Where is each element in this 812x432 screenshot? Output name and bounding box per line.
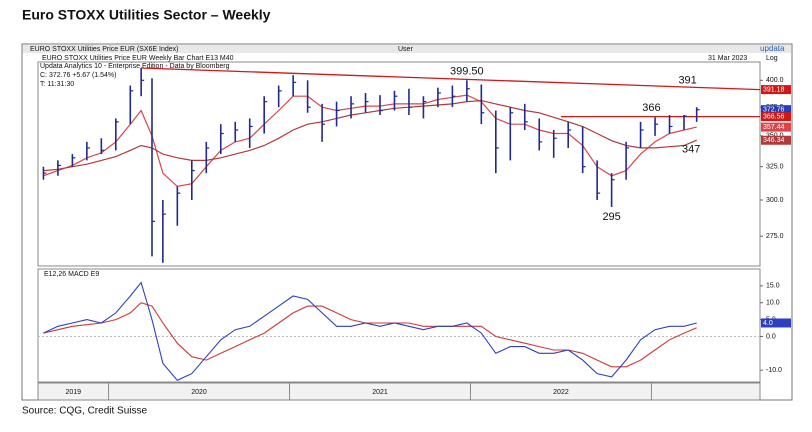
macd-end-label-label: 4.0 xyxy=(763,320,773,327)
annotation: 391 xyxy=(678,75,696,87)
chart-name: EURO STOXX Utilities Price EUR Weekly Ba… xyxy=(42,55,234,62)
y-tick-label: 0.0 xyxy=(766,333,776,340)
y-tick-label: -10.0 xyxy=(766,367,782,374)
y-tick-label: 400.0 xyxy=(766,77,784,84)
trendline xyxy=(141,67,761,91)
annotation: 399.50 xyxy=(450,66,484,78)
annotation: 366 xyxy=(642,102,660,114)
source: Source: CQG, Credit Suisse xyxy=(22,406,147,417)
annotation: 295 xyxy=(602,211,620,223)
x-tick-label: 2021 xyxy=(372,389,388,396)
index-name: EURO STOXX Utilities Price EUR (SX6E Ind… xyxy=(30,46,178,53)
macd-title: E12,26 MACD E9 xyxy=(44,271,99,278)
end-label-label: 372.76 xyxy=(763,107,785,114)
end-label-label: 357.44 xyxy=(763,124,785,131)
frame xyxy=(21,43,793,401)
end-label-label: 346.34 xyxy=(763,137,785,144)
user: User xyxy=(398,46,413,53)
end-label-label: 391.18 xyxy=(763,86,785,93)
header-bar xyxy=(23,45,791,53)
y-tick-label: 275.0 xyxy=(766,233,784,240)
end-label xyxy=(761,105,791,115)
scale: Log xyxy=(766,55,778,62)
macd-line xyxy=(43,281,697,381)
end-label xyxy=(761,85,791,95)
date: 31 Mar 2023 xyxy=(708,55,747,62)
x-tick-label: 2020 xyxy=(191,389,207,396)
end-label xyxy=(761,135,791,145)
moving-average xyxy=(43,99,697,172)
macd-end-label xyxy=(761,318,791,328)
x-tick-label: 2019 xyxy=(65,389,81,396)
y-tick-label: 300.0 xyxy=(766,197,784,204)
main-panel xyxy=(37,61,761,267)
end-label xyxy=(761,112,791,122)
y-tick-label: 325.0 xyxy=(766,164,784,171)
annotation: 347 xyxy=(682,143,700,155)
edition: Updata Analytics 10 - Enterprise Edition… xyxy=(40,63,230,70)
brand: updata xyxy=(760,44,785,53)
close-info: C: 372.76 +5.67 (1.54%) xyxy=(40,72,116,79)
macd-panel xyxy=(37,268,761,383)
y-tick-label: 10.0 xyxy=(766,300,780,307)
end-label-label: 366.56 xyxy=(763,113,785,120)
page-title: Euro STOXX Utilities Sector – Weekly xyxy=(22,7,271,23)
y-tick-label: 15.0 xyxy=(766,283,780,290)
x-tick-label: 2022 xyxy=(553,389,569,396)
end-label xyxy=(761,122,791,132)
year-strip xyxy=(37,382,761,401)
time-info: T: 11:31:30 xyxy=(40,81,74,88)
